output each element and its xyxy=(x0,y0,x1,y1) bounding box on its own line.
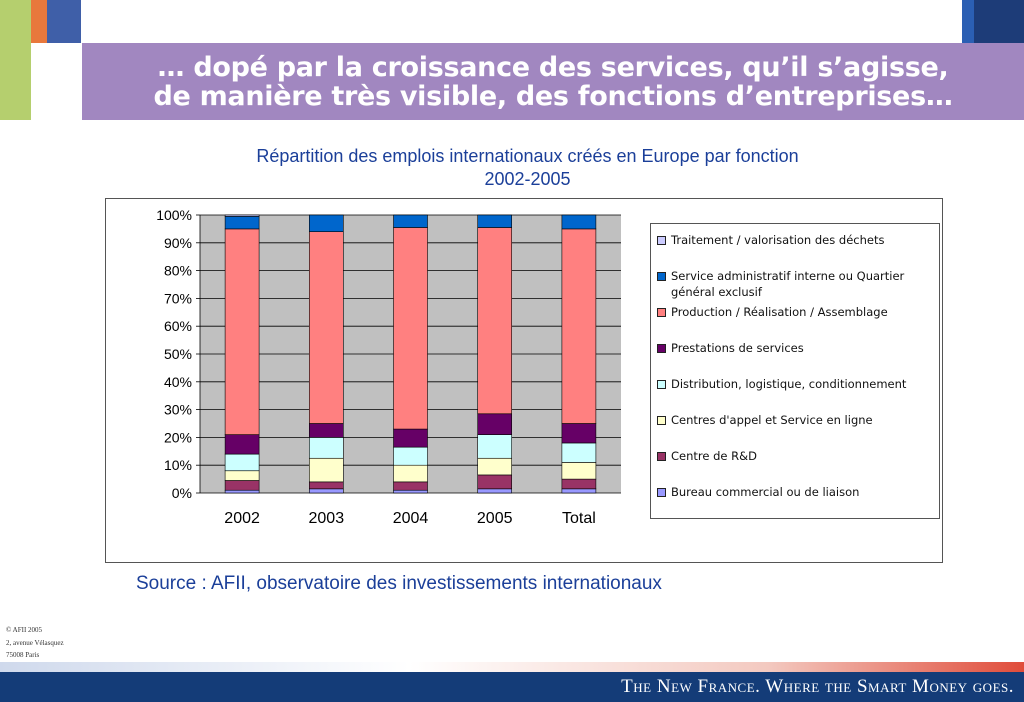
bar-segment xyxy=(393,481,428,491)
legend-label: Bureau commercial ou de liaison xyxy=(671,485,860,499)
legend-label: Prestations de services xyxy=(671,341,804,355)
y-tick-label: 30% xyxy=(164,402,192,418)
y-tick-label: 70% xyxy=(164,290,192,306)
footer-city: 75008 Paris xyxy=(6,651,40,659)
bar-segment xyxy=(561,228,597,424)
bar-segment xyxy=(477,214,513,228)
legend-item: Distribution, logistique, conditionnemen… xyxy=(657,376,939,392)
bar-segment xyxy=(393,428,428,448)
legend-label: Traitement / valorisation des déchets xyxy=(671,233,885,247)
y-tick-label: 40% xyxy=(164,374,192,390)
bar-segment xyxy=(309,423,344,438)
bar-segment xyxy=(561,423,597,444)
stacked-bar-chart: 0% 10% 20% 30% 40% 50% 60% 70% 80% 90% 100% 2002 200… xyxy=(156,207,621,527)
bar-segment xyxy=(477,457,513,476)
decor-blue-block-left xyxy=(47,0,81,43)
legend-label: Production / Réalisation / Assemblage xyxy=(671,305,888,319)
footer-tagline: The New France. Where the Smart Money go… xyxy=(621,676,1014,697)
y-tick-label: 80% xyxy=(164,263,192,279)
legend-swatch xyxy=(657,308,666,317)
bar-segment xyxy=(393,489,428,494)
bar-segment xyxy=(309,437,344,459)
x-tick-label: Total xyxy=(562,510,596,527)
bar-segment xyxy=(477,227,513,415)
bar-segment xyxy=(224,214,260,217)
slide-title-line-2: de manière très visible, des fonctions d… xyxy=(153,81,953,112)
y-tick-label: 60% xyxy=(164,318,192,334)
slide-title: … dopé par la croissance des services, q… xyxy=(82,53,1024,111)
bar-segment xyxy=(393,227,428,430)
chart-frame: 0% 10% 20% 30% 40% 50% 60% 70% 80% 90% 100% 2002 200… xyxy=(105,198,943,563)
bar-segment xyxy=(309,231,344,424)
bar-segment xyxy=(561,478,597,490)
y-tick-label: 90% xyxy=(164,235,192,251)
bar-segment xyxy=(224,470,260,481)
legend-label: Centre de R&D xyxy=(671,449,757,463)
y-tick-label: 0% xyxy=(172,485,192,501)
x-tick-label: 2005 xyxy=(477,510,513,527)
bar-segment xyxy=(477,474,513,490)
legend-swatch xyxy=(657,344,666,353)
source-note: Source : AFII, observatoire des investis… xyxy=(136,573,662,594)
legend-item: Production / Réalisation / Assemblage xyxy=(657,304,939,320)
bar-segment xyxy=(561,214,597,230)
y-tick-label: 100% xyxy=(156,207,192,223)
x-tick-label: 2004 xyxy=(393,510,429,527)
bar-segment xyxy=(393,464,428,483)
footer-address: © AFII 2005 2, avenue Vélasquez 75008 Pa… xyxy=(6,624,64,662)
bar-segment xyxy=(309,457,344,483)
footer-bar: The New France. Where the Smart Money go… xyxy=(0,672,1024,702)
legend-item: Service administratif interne ou Quartie… xyxy=(657,268,939,300)
chart-subtitle: 2002-2005 xyxy=(484,169,571,189)
title-banner: … dopé par la croissance des services, q… xyxy=(82,43,1024,120)
decor-navy-block-right xyxy=(974,0,1024,43)
legend-swatch xyxy=(657,488,666,497)
y-tick-label: 10% xyxy=(164,457,192,473)
legend-swatch xyxy=(657,452,666,461)
bar-segment xyxy=(224,434,260,455)
bar-segment xyxy=(224,489,260,494)
legend-label: Distribution, logistique, conditionnemen… xyxy=(671,377,907,391)
legend-item: Traitement / valorisation des déchets xyxy=(657,232,939,248)
legend-swatch xyxy=(657,416,666,425)
legend-item: Prestations de services xyxy=(657,340,939,356)
bar-segment xyxy=(477,434,513,459)
decor-blue-block-right xyxy=(962,0,974,43)
bar-segment xyxy=(393,446,428,466)
legend-label: Centres d'appel et Service en ligne xyxy=(671,413,873,427)
slide-title-line-1: … dopé par la croissance des services, q… xyxy=(157,52,949,83)
bar-segment xyxy=(224,480,260,491)
legend-item: Centre de R&D xyxy=(657,448,939,464)
bar-segment xyxy=(561,442,597,463)
footer-street: 2, avenue Vélasquez xyxy=(6,638,64,647)
bar-segment xyxy=(224,453,260,472)
bar-segment xyxy=(309,214,344,232)
legend-swatch xyxy=(657,380,666,389)
bar-segment xyxy=(477,413,513,435)
bar-segment xyxy=(561,462,597,480)
x-tick-label: 2003 xyxy=(309,510,345,527)
x-tick-label: 2002 xyxy=(224,510,260,527)
footer-gradient-strip xyxy=(0,662,1024,672)
bar-segment xyxy=(477,488,513,494)
legend-item: Bureau commercial ou de liaison xyxy=(657,484,939,500)
legend-swatch xyxy=(657,236,666,245)
legend-label: Service administratif interne ou Quartie… xyxy=(671,269,905,299)
chart-title-block: Répartition des emplois internationaux c… xyxy=(105,145,950,191)
decor-orange-block xyxy=(31,0,47,43)
bar-segment xyxy=(309,488,344,494)
decor-green-block xyxy=(0,0,31,120)
bar-segment xyxy=(309,481,344,490)
y-tick-label: 50% xyxy=(164,346,192,362)
legend-swatch xyxy=(657,272,666,281)
bar-segment xyxy=(393,214,428,228)
bar-segment xyxy=(224,228,260,435)
chart-legend: Traitement / valorisation des déchets Ser… xyxy=(650,223,940,519)
bar-segment xyxy=(561,488,597,494)
bar-segment xyxy=(224,216,260,230)
legend-item: Centres d'appel et Service en ligne xyxy=(657,412,939,428)
y-tick-label: 20% xyxy=(164,429,192,445)
chart-title: Répartition des emplois internationaux c… xyxy=(256,146,799,166)
footer-copyright: © AFII 2005 xyxy=(6,626,43,634)
